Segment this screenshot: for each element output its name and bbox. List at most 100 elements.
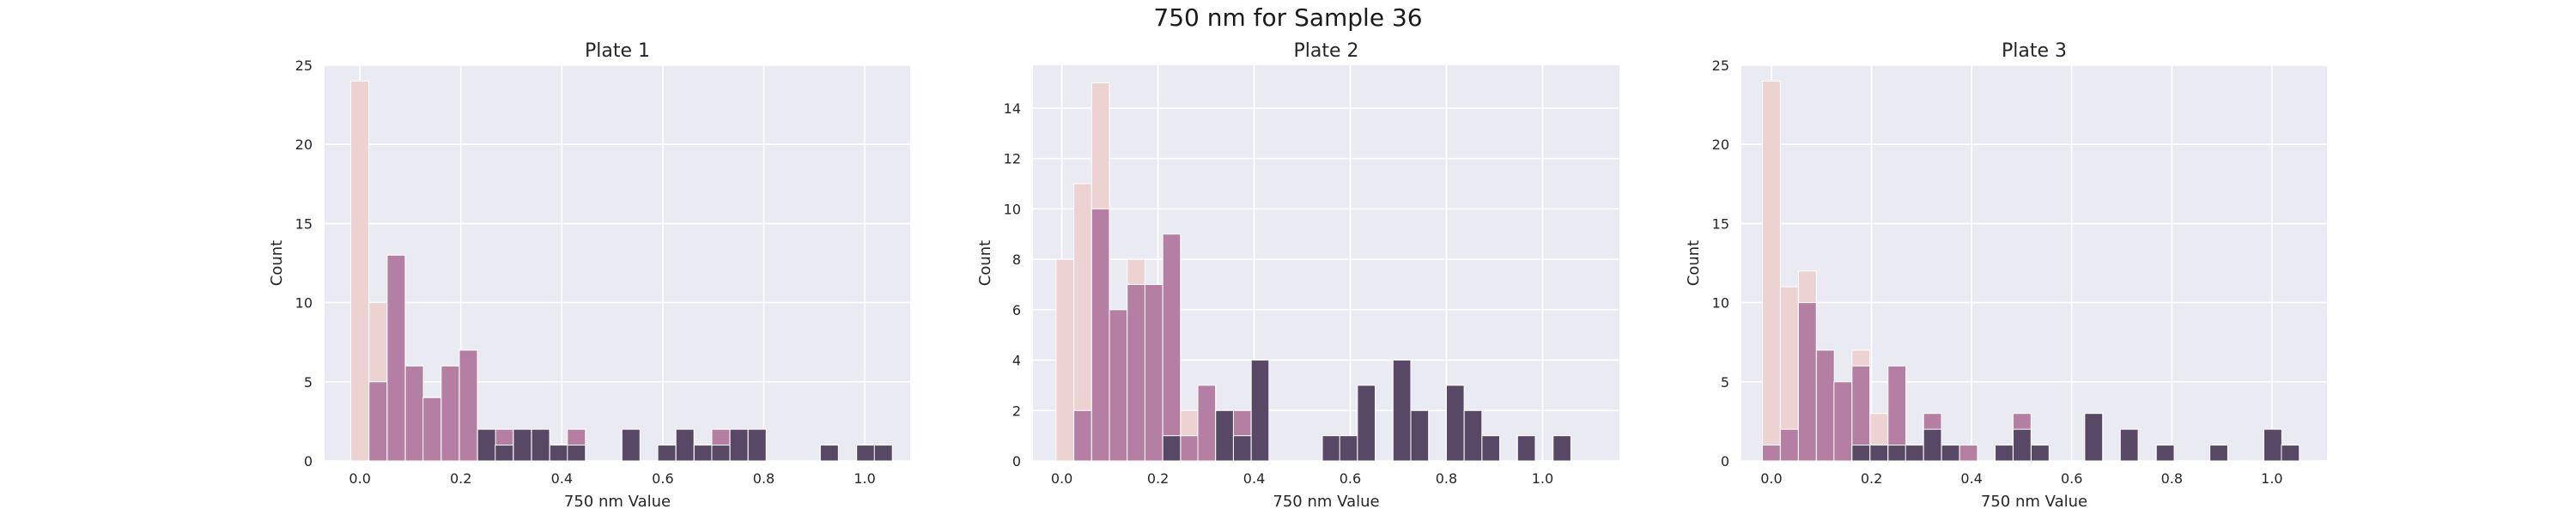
x-axis-label: 750 nm Value [1981, 493, 2087, 511]
y-axis-label: Count [268, 240, 286, 286]
histogram-bar-dark [819, 445, 839, 462]
histogram-bar-mid [1959, 445, 1978, 462]
x-tick-label: 1.0 [2261, 470, 2282, 487]
histogram-bar-dark [1923, 428, 1942, 462]
x-tick-label: 0.6 [2061, 470, 2082, 487]
y-tick-label: 0 [1721, 453, 1729, 470]
histogram-bar-dark [477, 428, 496, 462]
chart-title: Plate 1 [585, 40, 650, 62]
histogram-bar-dark [567, 445, 586, 462]
histogram-bar-mid [1833, 381, 1853, 462]
histogram-bar-dark [657, 445, 677, 462]
y-tick-label: 2 [1012, 403, 1021, 419]
x-tick-label: 0.6 [1340, 470, 1361, 487]
histogram-bar-mid [422, 397, 442, 462]
histogram-bar-dark [2119, 428, 2139, 462]
histogram-bar-dark [1552, 435, 1571, 462]
x-tick-label: 0.8 [2161, 470, 2183, 487]
histogram-bar-dark [2013, 428, 2032, 462]
y-tick-label: 20 [295, 136, 313, 153]
histogram-bar-dark [1869, 445, 1889, 462]
x-tick-label: 0.6 [652, 470, 673, 487]
y-tick-label: 15 [295, 215, 313, 232]
y-tick-label: 25 [295, 58, 313, 74]
histogram-bar-dark [1250, 360, 1270, 462]
histogram-bar-dark [621, 428, 641, 462]
histogram-bar-dark [1905, 445, 1924, 462]
histogram-bar-dark [1162, 435, 1182, 462]
x-tick-label: 0.8 [1436, 470, 1457, 487]
histogram-bar-dark [693, 445, 713, 462]
histogram-bar-mid [1109, 309, 1128, 462]
x-tick-label: 1.0 [854, 470, 875, 487]
histogram-bar-mid [440, 365, 460, 462]
histogram-bar-dark [1941, 445, 1960, 462]
histogram-bar-dark [2263, 428, 2282, 462]
histogram-bar-dark [2209, 445, 2228, 462]
chart-title: Plate 3 [2002, 40, 2067, 62]
histogram-bar-dark [1887, 445, 1907, 462]
histogram-bar-mid [404, 365, 424, 462]
histogram-bar-dark [1516, 435, 1536, 462]
x-axis-label: 750 nm Value [1273, 493, 1379, 511]
chart-title: Plate 2 [1293, 40, 1358, 62]
chart-panel-2: 0.0 0.2 0.4 0.6 0.8 1.0 0 2 4 6 8 10 12 14 Plate 2 750 … [976, 40, 1619, 511]
y-tick-label: 10 [295, 295, 313, 312]
x-tick-label: 0.4 [1960, 470, 1982, 487]
histogram-bar-dark [1232, 435, 1252, 462]
histogram-bar-dark [513, 428, 532, 462]
histogram-bar-mid [1761, 445, 1781, 462]
y-tick-label: 12 [1004, 151, 1021, 167]
histogram-bar-dark [495, 445, 514, 462]
histogram-bar-dark [2031, 445, 2050, 462]
x-tick-label: 0.4 [1243, 470, 1265, 487]
histogram-bar-dark [1410, 409, 1430, 462]
histogram-bar-dark [1215, 409, 1234, 462]
histogram-bar-dark [729, 428, 749, 462]
histogram-bar-mid [386, 254, 406, 462]
histogram-bar-mid [1127, 283, 1145, 462]
x-tick-label: 0.0 [1051, 470, 1072, 487]
histogram-bar-dark [1851, 445, 1871, 462]
y-tick-label: 5 [1721, 374, 1729, 391]
histogram-bar-dark [711, 445, 731, 462]
histogram-bar-dark [2155, 445, 2175, 462]
y-axis-label: Count [976, 240, 994, 286]
histogram-bar-mid [1815, 349, 1835, 462]
histogram-bar-dark [2084, 413, 2104, 462]
histogram-bar-dark [1995, 445, 2014, 462]
histogram-bar-dark [1392, 360, 1412, 462]
histogram-bar-dark [1321, 435, 1341, 462]
chart-panel-1: 0.0 0.2 0.4 0.6 0.8 1.0 0 5 10 15 20 25 Plate 1 750 n… [268, 40, 910, 511]
x-tick-label: 0.2 [1861, 470, 1882, 487]
histogram-bar-dark [531, 428, 550, 462]
histogram-bar-mid [459, 349, 478, 462]
y-tick-label: 14 [1004, 100, 1021, 117]
histogram-bar-mid [1180, 435, 1200, 462]
histogram-bar-mid [1197, 385, 1217, 462]
histogram-bar-light [1761, 80, 1781, 462]
x-tick-label: 0.2 [1147, 470, 1169, 487]
x-tick-label: 0.4 [551, 470, 573, 487]
histogram-bar-dark [2281, 445, 2300, 462]
histogram-bar-mid [1162, 233, 1182, 462]
y-tick-label: 8 [1012, 251, 1021, 268]
y-tick-label: 0 [304, 453, 313, 470]
histogram-bar-mid [1779, 428, 1799, 462]
y-tick-label: 6 [1012, 302, 1021, 318]
y-tick-label: 0 [1012, 453, 1021, 470]
histogram-bar-dark [873, 445, 893, 462]
x-tick-label: 0.0 [1760, 470, 1782, 487]
histogram-bar-dark [747, 428, 767, 462]
figure-title: 750 nm for Sample 36 [1153, 3, 1423, 32]
histogram-bar-mid [1797, 302, 1817, 462]
histogram-bar-dark [1357, 385, 1376, 462]
y-tick-label: 10 [1712, 295, 1729, 312]
histogram-bar-dark [675, 428, 695, 462]
histogram-bar-mid [1073, 409, 1092, 462]
histogram-bar-mid [368, 381, 388, 462]
x-tick-label: 0.8 [753, 470, 775, 487]
y-tick-label: 20 [1712, 136, 1729, 153]
